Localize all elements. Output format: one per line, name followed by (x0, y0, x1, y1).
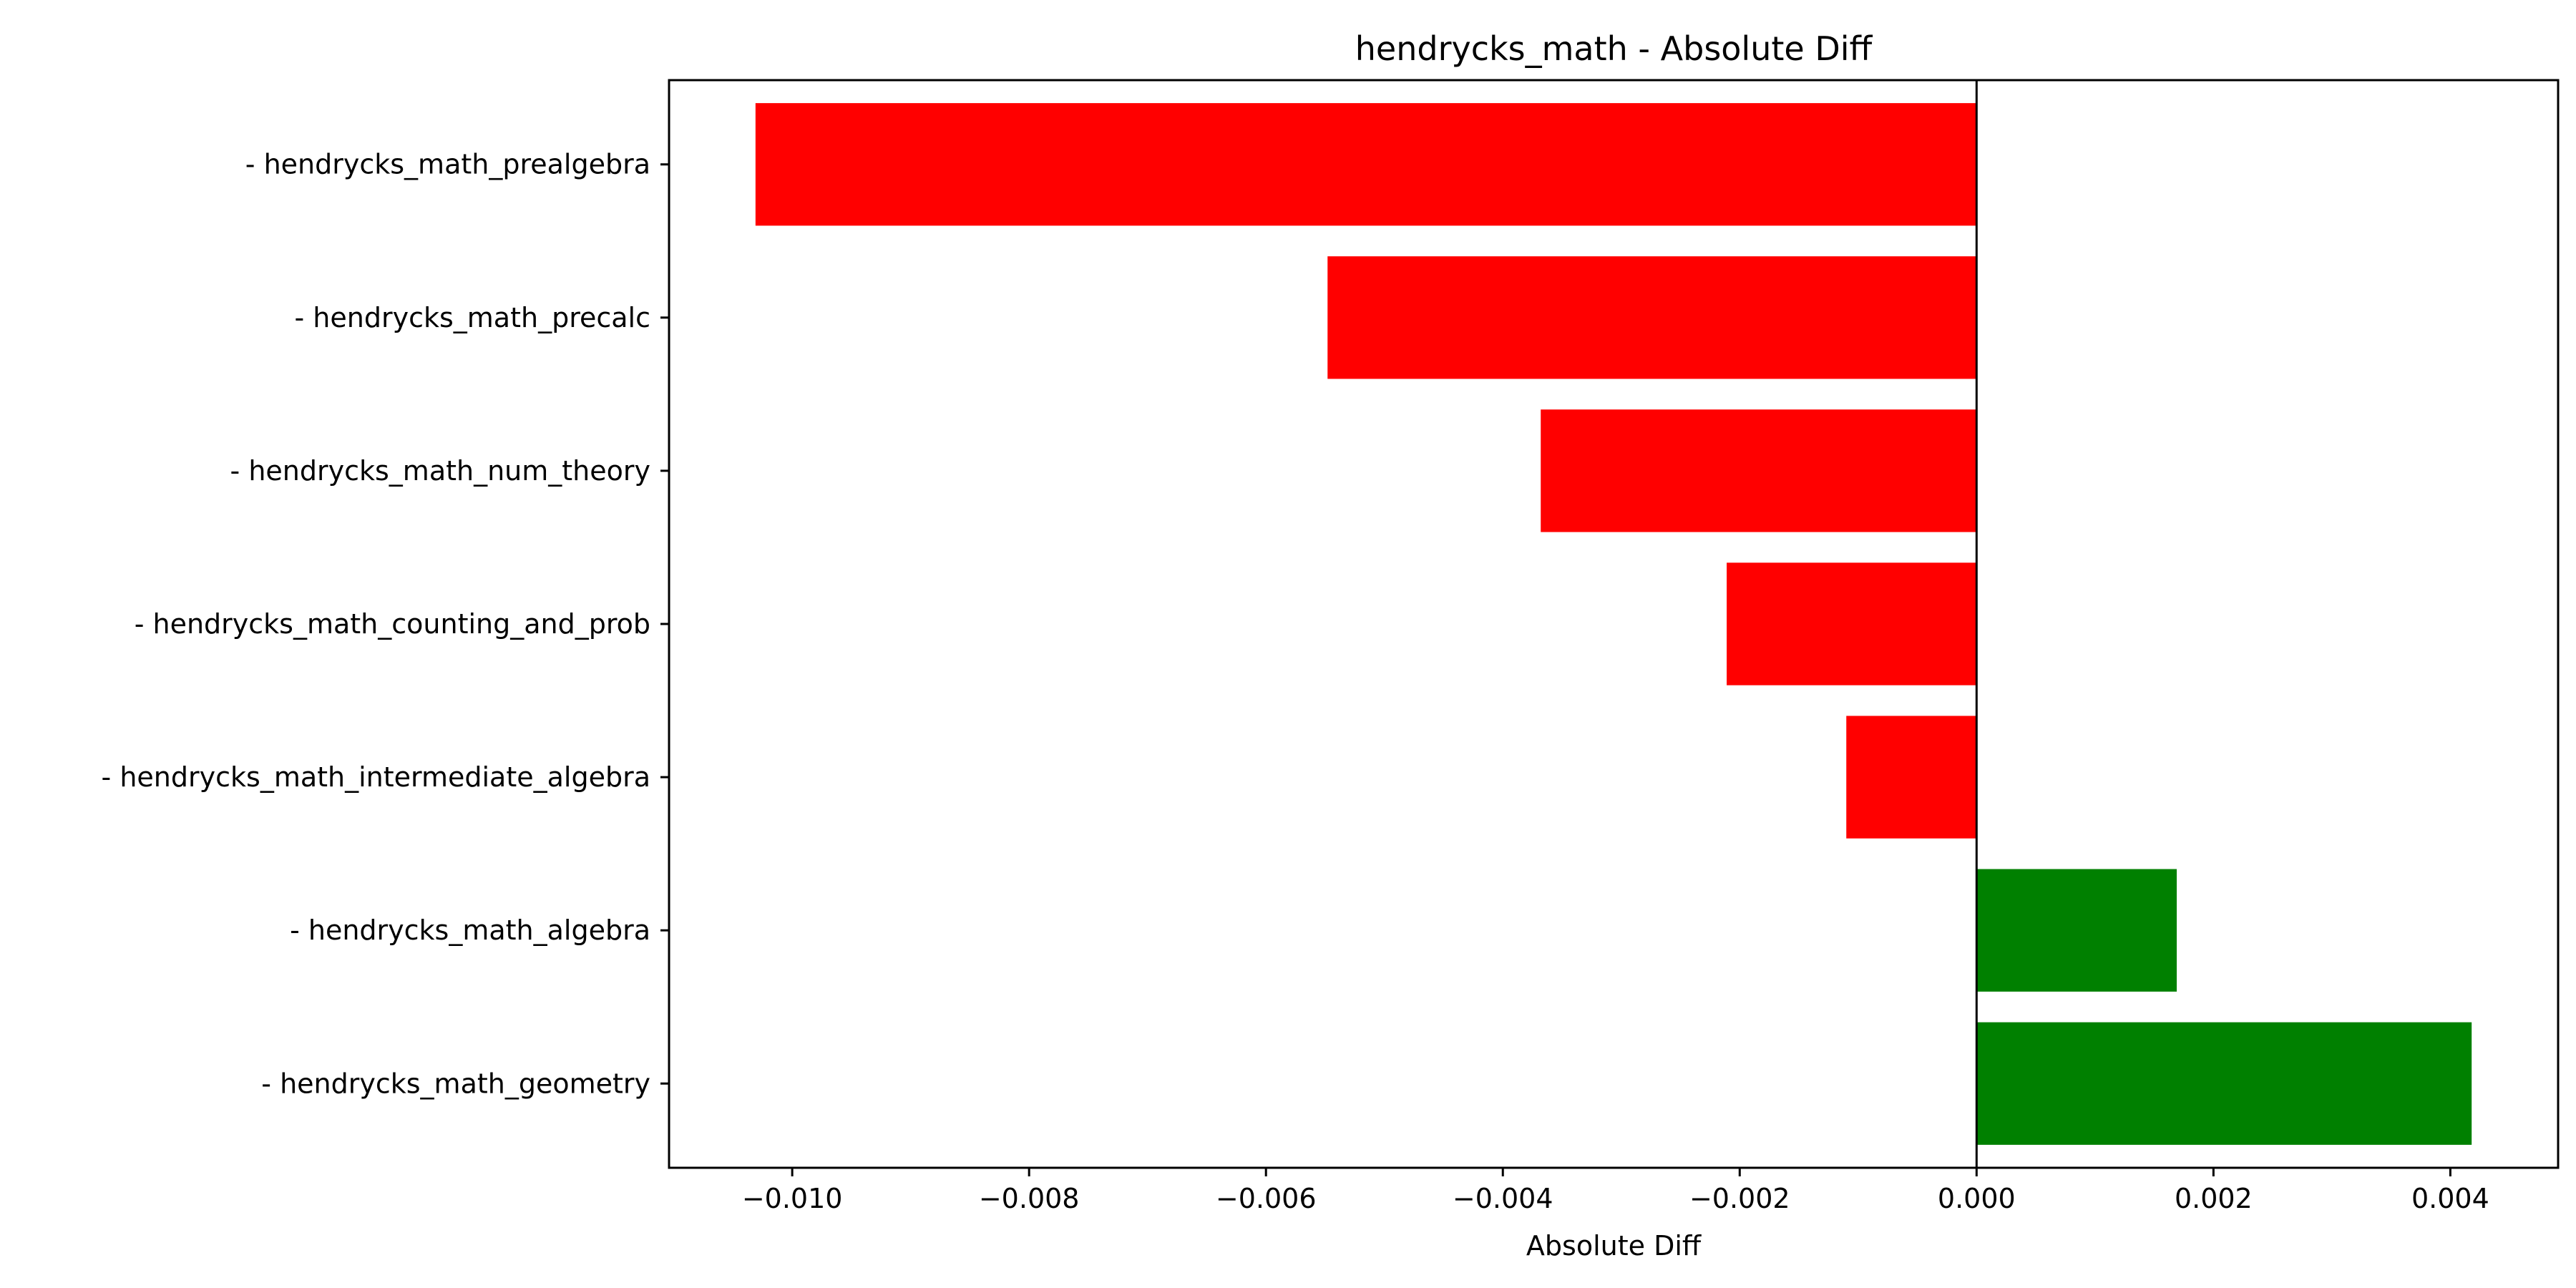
bar-hendrycks-math-precalc (1327, 256, 1977, 379)
x-tick-label: 0.002 (2175, 1183, 2253, 1214)
x-tick-label: −0.010 (742, 1183, 843, 1214)
y-axis: - hendrycks_math_prealgebra - hendrycks_m… (102, 149, 669, 1099)
bar-hendrycks-math-prealgebra (755, 103, 1977, 226)
y-tick-label: - hendrycks_math_intermediate_algebra (102, 761, 650, 793)
x-tick-label: 0.004 (2411, 1183, 2489, 1214)
bars-group (755, 103, 2472, 1145)
y-tick-label: - hendrycks_math_geometry (261, 1068, 650, 1099)
chart-title: hendrycks_math - Absolute Diff (1355, 29, 1873, 68)
y-tick-label: - hendrycks_math_num_theory (230, 455, 650, 487)
y-tick-label: - hendrycks_math_counting_and_prob (135, 608, 650, 640)
x-tick-label: −0.004 (1453, 1183, 1553, 1214)
y-tick-label: - hendrycks_math_precalc (295, 302, 650, 333)
bar-hendrycks-math-num-theory (1541, 409, 1977, 532)
bar-hendrycks-math-algebra (1976, 869, 2177, 992)
x-tick-label: −0.002 (1689, 1183, 1790, 1214)
bar-hendrycks-math-counting-and-prob (1727, 562, 1977, 686)
y-tick-label: - hendrycks_math_prealgebra (245, 149, 650, 180)
x-axis: −0.010 −0.008 −0.006 −0.004 −0.002 0.000 0.002… (742, 1168, 2489, 1214)
y-tick-label: - hendrycks_math_algebra (290, 914, 650, 946)
x-tick-label: −0.008 (979, 1183, 1080, 1214)
bar-hendrycks-math-geometry (1976, 1022, 2472, 1145)
x-tick-label: 0.000 (1938, 1183, 2016, 1214)
plot-frame (668, 79, 2560, 1169)
bar-hendrycks-math-intermediate-algebra (1846, 716, 1977, 839)
x-axis-label: Absolute Diff (1526, 1230, 1702, 1262)
x-tick-label: −0.006 (1216, 1183, 1317, 1214)
